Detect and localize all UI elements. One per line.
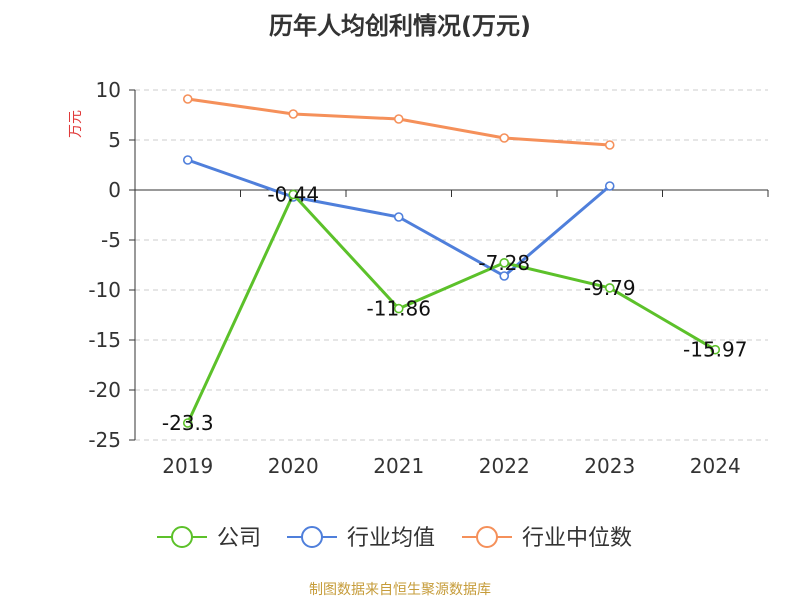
data-point[interactable] [604, 181, 615, 191]
data-label: -23.3 [162, 411, 214, 435]
series-1 [182, 155, 615, 281]
y-tick-label: -15 [88, 328, 121, 352]
data-point[interactable] [182, 94, 193, 104]
data-label: -9.79 [584, 276, 636, 300]
legend-label: 公司 [217, 526, 261, 551]
axes: 10 5 0 -5 -10 -15 -20 -25 2019 2020 2021 2022 2023 20… [88, 78, 769, 478]
y-tick-label: 10 [96, 78, 121, 102]
legend[interactable]: 公司 行业均值 行业中位数 [157, 526, 632, 551]
chart-title: 历年人均创利情况(万元) [269, 12, 531, 40]
data-point[interactable] [393, 114, 404, 124]
gridlines [135, 89, 768, 441]
data-labels: -23.3 -0.44 -11.86 -7.28 -9.79 -15.97 [162, 182, 748, 435]
data-point[interactable] [182, 155, 193, 165]
legend-marker [171, 526, 193, 548]
x-tick-label: 2023 [584, 454, 635, 478]
y-tick-label: 5 [108, 128, 121, 152]
x-tick-label: 2022 [479, 454, 530, 478]
y-tick-label: -5 [101, 228, 121, 252]
data-source-note: 制图数据来自恒生聚源数据库 [309, 582, 491, 598]
y-tick-label: -20 [88, 378, 121, 402]
legend-label: 行业均值 [347, 526, 435, 551]
data-point[interactable] [604, 140, 615, 150]
data-label: -11.86 [367, 297, 431, 321]
legend-item-0[interactable]: 公司 [157, 526, 261, 551]
y-axis-label: 万元 [68, 110, 84, 138]
x-tick-label: 2020 [268, 454, 319, 478]
data-label: -7.28 [478, 251, 530, 275]
data-label: -0.44 [267, 182, 319, 206]
data-label: -15.97 [683, 338, 747, 362]
data-point[interactable] [499, 271, 510, 281]
data-point[interactable] [393, 212, 404, 222]
x-tick-label: 2024 [690, 454, 741, 478]
data-point[interactable] [288, 189, 299, 200]
y-tick-label: -25 [88, 428, 121, 452]
legend-item-2[interactable]: 行业中位数 [462, 526, 632, 551]
data-point[interactable] [393, 303, 404, 314]
series-line [186, 192, 717, 424]
data-point[interactable] [499, 133, 510, 143]
data-point[interactable] [288, 109, 299, 119]
data-point[interactable] [710, 344, 721, 355]
legend-marker [301, 526, 323, 548]
data-point[interactable] [499, 257, 510, 268]
series-0 [182, 189, 721, 428]
series-2 [182, 94, 615, 150]
series [182, 94, 721, 428]
legend-marker [476, 526, 498, 548]
x-tick-label: 2019 [162, 454, 213, 478]
data-point[interactable] [182, 418, 193, 428]
data-point[interactable] [604, 283, 615, 293]
x-tick-label: 2021 [373, 454, 424, 478]
y-tick-label: -10 [88, 278, 121, 302]
legend-item-1[interactable]: 行业均值 [287, 526, 435, 551]
legend-label: 行业中位数 [522, 526, 632, 551]
y-tick-label: 0 [108, 178, 121, 202]
